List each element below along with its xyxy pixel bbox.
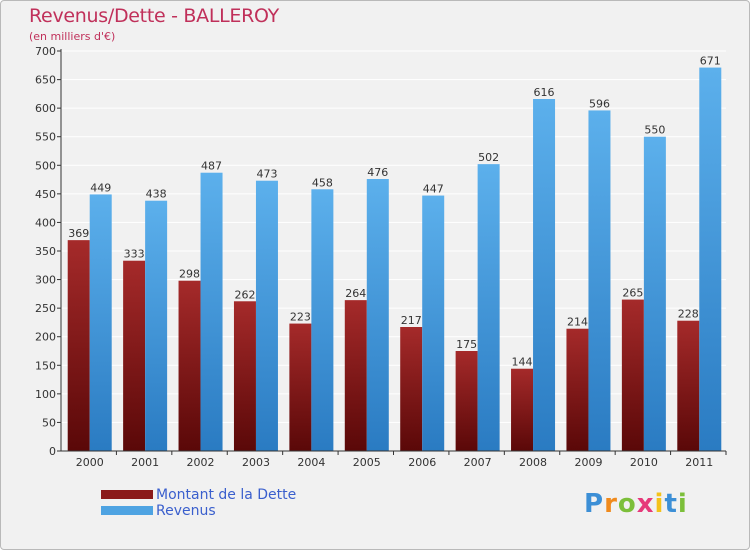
y-tick-label: 700 bbox=[35, 45, 56, 58]
revenue-bar bbox=[477, 164, 500, 451]
x-tick-label: 2000 bbox=[76, 456, 104, 469]
debt-value-label: 369 bbox=[68, 227, 89, 240]
revenue-bar bbox=[533, 99, 556, 451]
x-tick-label: 2010 bbox=[630, 456, 658, 469]
debt-value-label: 214 bbox=[567, 316, 588, 329]
debt-value-label: 144 bbox=[512, 356, 533, 369]
y-tick-label: 550 bbox=[35, 131, 56, 144]
debt-bar bbox=[566, 328, 589, 451]
debt-bar bbox=[677, 320, 700, 451]
y-tick-label: 250 bbox=[35, 302, 56, 315]
y-tick-label: 350 bbox=[35, 245, 56, 258]
proxiti-logo: Proxiti bbox=[584, 489, 688, 519]
debt-value-label: 265 bbox=[622, 287, 643, 300]
legend-label-revenus: Revenus bbox=[156, 503, 216, 519]
x-tick-label: 2003 bbox=[242, 456, 270, 469]
debt-value-label: 264 bbox=[345, 287, 366, 300]
x-tick-label: 2008 bbox=[519, 456, 547, 469]
legend-swatch-dette bbox=[101, 490, 153, 499]
y-tick-label: 300 bbox=[35, 274, 56, 287]
y-tick-label: 450 bbox=[35, 188, 56, 201]
revenue-bar bbox=[699, 67, 722, 452]
debt-bar bbox=[455, 351, 478, 451]
revenue-bar bbox=[588, 110, 611, 451]
y-tick-label: 0 bbox=[49, 445, 56, 458]
debt-bar bbox=[400, 327, 423, 451]
revenue-value-label: 616 bbox=[534, 86, 555, 99]
legend-label-dette: Montant de la Dette bbox=[156, 487, 297, 503]
x-tick-label: 2002 bbox=[187, 456, 215, 469]
logo-letter: r bbox=[604, 489, 618, 519]
debt-value-label: 262 bbox=[234, 288, 255, 301]
x-tick-label: 2007 bbox=[464, 456, 492, 469]
revenue-value-label: 438 bbox=[146, 188, 167, 201]
x-tick-label: 2009 bbox=[574, 456, 602, 469]
revenue-value-label: 502 bbox=[478, 151, 499, 164]
revenue-value-label: 671 bbox=[700, 55, 721, 68]
x-tick-label: 2006 bbox=[408, 456, 436, 469]
logo-letter: i bbox=[654, 489, 665, 519]
y-tick-label: 600 bbox=[35, 102, 56, 115]
debt-value-label: 223 bbox=[290, 311, 311, 324]
y-tick-label: 400 bbox=[35, 216, 56, 229]
revenue-value-label: 596 bbox=[589, 97, 610, 110]
legend-swatch-revenus bbox=[101, 506, 153, 515]
revenue-bar bbox=[89, 194, 112, 451]
y-tick-label: 200 bbox=[35, 331, 56, 344]
logo-letter: o bbox=[617, 489, 637, 519]
logo-letter: t bbox=[664, 489, 678, 519]
revenue-value-label: 447 bbox=[423, 183, 444, 196]
revenue-bar bbox=[145, 200, 168, 451]
revenue-value-label: 487 bbox=[201, 160, 222, 173]
revenue-value-label: 449 bbox=[90, 181, 111, 194]
x-tick-label: 2001 bbox=[131, 456, 159, 469]
debt-value-label: 298 bbox=[179, 268, 200, 281]
revenue-bar bbox=[366, 179, 389, 451]
debt-bar bbox=[511, 368, 534, 451]
revenue-value-label: 550 bbox=[644, 124, 665, 137]
logo-letter: i bbox=[677, 489, 688, 519]
x-tick-label: 2004 bbox=[297, 456, 325, 469]
revenue-value-label: 473 bbox=[256, 168, 277, 181]
revenue-bar bbox=[255, 180, 278, 451]
y-tick-label: 100 bbox=[35, 388, 56, 401]
chart-subtitle: (en milliers d'€) bbox=[29, 30, 116, 43]
logo-letter: x bbox=[636, 489, 655, 519]
revenue-bar bbox=[311, 189, 334, 452]
y-tick-label: 50 bbox=[42, 416, 56, 429]
debt-value-label: 217 bbox=[401, 314, 422, 327]
x-tick-label: 2011 bbox=[685, 456, 713, 469]
revenue-bar bbox=[200, 172, 223, 451]
y-tick-label: 500 bbox=[35, 159, 56, 172]
debt-value-label: 228 bbox=[678, 308, 699, 321]
logo-letter: P bbox=[584, 489, 605, 519]
y-tick-label: 650 bbox=[35, 74, 56, 87]
revenue-bar bbox=[422, 195, 445, 451]
debt-bar bbox=[344, 300, 367, 451]
x-tick-label: 2005 bbox=[353, 456, 381, 469]
debt-bar bbox=[233, 301, 256, 451]
debt-bar bbox=[123, 260, 146, 451]
debt-bar bbox=[178, 280, 201, 451]
revenue-value-label: 476 bbox=[367, 166, 388, 179]
debt-value-label: 333 bbox=[124, 248, 145, 261]
revenue-value-label: 458 bbox=[312, 176, 333, 189]
debt-bar bbox=[621, 299, 644, 451]
chart-title: Revenus/Dette - BALLEROY bbox=[29, 5, 279, 27]
debt-value-label: 175 bbox=[456, 338, 477, 351]
debt-bar bbox=[289, 323, 312, 451]
y-tick-label: 150 bbox=[35, 359, 56, 372]
debt-bar bbox=[67, 240, 90, 451]
revenue-bar bbox=[643, 136, 666, 451]
